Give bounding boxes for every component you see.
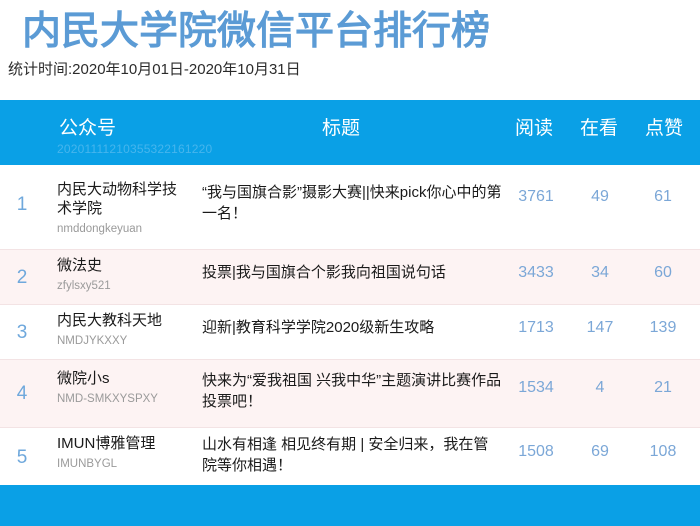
column-header-watch: 在看 (580, 118, 619, 139)
account-name: IMUN博雅管理 (57, 435, 156, 452)
watch-count: 147 (586, 319, 614, 336)
like-count: 60 (654, 264, 672, 281)
read-count: 1534 (518, 379, 554, 396)
account-id: IMUNBYGL (57, 458, 118, 470)
watch-count: 49 (591, 188, 609, 205)
column-header-account: 公众号 (59, 118, 117, 139)
article-title: 快来为“爱我祖国 兴我中华”主题演讲比赛作品投票吧！ (202, 372, 502, 410)
title-block: 内民大学院微信平台排行榜 统计时间:2020年10月01日-2020年10月31… (0, 0, 700, 100)
watch-count: 69 (591, 443, 609, 460)
rank-number: 4 (16, 383, 28, 404)
like-count: 61 (654, 188, 672, 205)
rank-number: 3 (16, 322, 28, 343)
account-name: 内民大动物科学技术学院 (57, 181, 178, 217)
rank-number: 1 (16, 194, 28, 215)
column-header-read: 阅读 (515, 118, 554, 139)
account-id: NMDJYKXXY (57, 335, 128, 347)
account-name: 内民大教科天地 (57, 312, 163, 329)
account-id: nmddongkeyuan (57, 223, 143, 235)
account-id: zfylsxy521 (57, 280, 111, 292)
article-title: 迎新|教育科学学院2020级新生攻略 (202, 319, 435, 336)
account-name: 微法史 (57, 257, 103, 274)
article-title: 投票|我与国旗合个影我向祖国说句话 (202, 264, 446, 281)
table-row[interactable]: 1 内民大动物科学技术学院 nmddongkeyuan “我与国旗合影”摄影大赛… (0, 165, 700, 250)
watch-count: 34 (591, 264, 609, 281)
table-body: 1 内民大动物科学技术学院 nmddongkeyuan “我与国旗合影”摄影大赛… (0, 165, 700, 485)
read-count: 1713 (518, 319, 554, 336)
column-header-like: 点赞 (645, 118, 684, 139)
read-count: 3761 (518, 188, 554, 205)
column-header-article: 标题 (322, 118, 361, 139)
like-count: 108 (649, 443, 677, 460)
article-title: 山水有相逢 相见终有期 | 安全归来，我在管院等你相遇！ (202, 436, 489, 474)
like-count: 21 (654, 379, 672, 396)
rank-number: 5 (16, 447, 28, 468)
rank-number: 2 (16, 267, 28, 288)
table-header: 公众号 标题 阅读 在看 点赞 20201111210355322161220 (0, 100, 700, 165)
account-cell: 内民大动物科学技术学院 nmddongkeyuan (57, 180, 187, 237)
read-count: 1508 (518, 443, 554, 460)
table-row[interactable]: 5 IMUN博雅管理 IMUNBYGL 山水有相逢 相见终有期 | 安全归来，我… (0, 428, 700, 485)
account-name: 微院小s (57, 370, 110, 387)
like-count: 139 (649, 319, 677, 336)
table-row[interactable]: 2 微法史 zfylsxy521 投票|我与国旗合个影我向祖国说句话 3433 … (0, 250, 700, 305)
page-title: 内民大学院微信平台排行榜 (22, 10, 491, 53)
watermark-id: 20201111210355322161220 (57, 142, 213, 156)
account-cell: 内民大教科天地 NMDJYKXXY (57, 311, 187, 349)
article-title: “我与国旗合影”摄影大赛||快来pick你心中的第一名！ (202, 184, 502, 222)
table-row[interactable]: 4 微院小s NMD-SMKXYSPXY 快来为“爱我祖国 兴我中华”主题演讲比… (0, 360, 700, 428)
date-range-subtitle: 统计时间:2020年10月01日-2020年10月31日 (8, 61, 301, 78)
read-count: 3433 (518, 264, 554, 281)
account-id: NMD-SMKXYSPXY (57, 393, 158, 405)
account-cell: 微院小s NMD-SMKXYSPXY (57, 369, 187, 407)
table-row[interactable]: 3 内民大教科天地 NMDJYKXXY 迎新|教育科学学院2020级新生攻略 1… (0, 305, 700, 360)
footer-bar (0, 485, 700, 526)
account-cell: 微法史 zfylsxy521 (57, 256, 187, 294)
account-cell: IMUN博雅管理 IMUNBYGL (57, 434, 187, 472)
watch-count: 4 (595, 379, 605, 396)
